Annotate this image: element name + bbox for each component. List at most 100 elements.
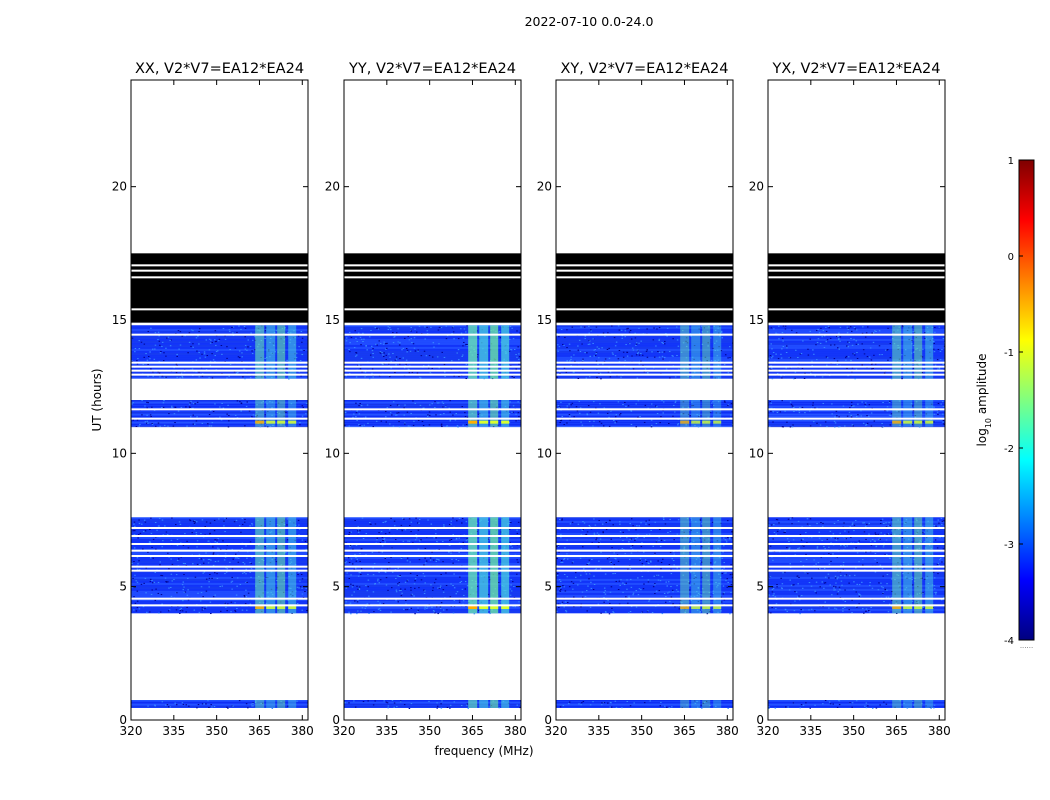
- gap-line: [131, 264, 308, 267]
- gap-line: [768, 333, 945, 336]
- y-tick-label: 15: [749, 313, 764, 327]
- gap-line: [131, 569, 308, 572]
- data-band: [556, 700, 733, 709]
- gap-line: [344, 555, 521, 557]
- colorbar-tick-label: -3: [1004, 540, 1014, 551]
- gap-line: [344, 565, 521, 568]
- data-band: [344, 400, 521, 428]
- gap-line: [131, 408, 308, 411]
- y-tick-label: 5: [119, 580, 127, 594]
- y-tick-label: 20: [112, 180, 127, 194]
- gap-line: [556, 373, 733, 376]
- gap-line: [768, 543, 945, 545]
- data-band: [768, 400, 945, 428]
- gap-line: [556, 597, 733, 600]
- gap-line: [344, 569, 521, 572]
- y-tick-label: 0: [119, 713, 127, 727]
- panel-1: XX, V2*V7=EA12*EA24 320 335 350 365 380 0 5 10 15…: [112, 61, 314, 738]
- x-tick-label: 335: [799, 724, 822, 738]
- y-tick-label: 10: [749, 446, 764, 460]
- data-band: [768, 700, 945, 709]
- x-tick-label: 350: [630, 724, 653, 738]
- gap-line: [556, 369, 733, 372]
- gap-line: [344, 269, 521, 272]
- gap-line: [768, 549, 945, 552]
- x-tick-label: 320: [545, 724, 568, 738]
- panel-title: YY, V2*V7=EA12*EA24: [348, 61, 516, 77]
- gap-line: [344, 527, 521, 529]
- panel-frame: [555, 79, 734, 721]
- x-tick-label: 365: [673, 724, 696, 738]
- y-tick-label: 0: [544, 713, 552, 727]
- x-tick-label: 320: [333, 724, 356, 738]
- gap-line: [556, 365, 733, 368]
- y-tick-label: 0: [332, 713, 340, 727]
- gap-line: [131, 269, 308, 272]
- x-tick-label: 335: [587, 724, 610, 738]
- gap-line: [344, 408, 521, 411]
- colorbar-tick-label: -2: [1004, 444, 1014, 455]
- colorbar-tick-label: 1: [1008, 156, 1014, 167]
- gap-line: [131, 365, 308, 368]
- x-tick-label: 380: [291, 724, 314, 738]
- x-tick-label: 365: [248, 724, 271, 738]
- colorbar-tick-label: -1: [1004, 348, 1014, 359]
- gap-line: [344, 543, 521, 545]
- colorbar-tick-label: -4: [1004, 636, 1014, 647]
- gap-line: [131, 361, 308, 364]
- y-tick-label: 15: [112, 313, 127, 327]
- data-band: [131, 700, 308, 709]
- gap-line: [556, 269, 733, 272]
- gap-line: [556, 264, 733, 267]
- gap-line: [556, 276, 733, 279]
- gap-line: [768, 597, 945, 600]
- data-band: [556, 400, 733, 428]
- x-tick-label: 380: [928, 724, 951, 738]
- y-tick-label: 0: [756, 713, 764, 727]
- gap-line: [768, 535, 945, 537]
- masked-band: [344, 253, 521, 323]
- gap-line: [344, 535, 521, 537]
- gap-line: [768, 361, 945, 364]
- gap-line: [556, 543, 733, 545]
- panel-frame: [767, 79, 946, 721]
- gap-line: [768, 369, 945, 372]
- gap-line: [344, 264, 521, 267]
- gap-line: [556, 527, 733, 529]
- panel-title: YX, V2*V7=EA12*EA24: [771, 61, 940, 77]
- y-tick-label: 10: [112, 446, 127, 460]
- gap-line: [131, 417, 308, 420]
- y-axis-label: UT (hours): [90, 368, 104, 431]
- x-tick-label: 320: [757, 724, 780, 738]
- gap-line: [768, 365, 945, 368]
- x-tick-label: 365: [461, 724, 484, 738]
- x-tick-label: 350: [205, 724, 228, 738]
- gap-line: [344, 373, 521, 376]
- gap-line: [344, 365, 521, 368]
- y-tick-label: 20: [537, 180, 552, 194]
- x-tick-label: 335: [375, 724, 398, 738]
- gap-line: [131, 276, 308, 279]
- gap-line: [131, 555, 308, 557]
- panel-2: YY, V2*V7=EA12*EA24 320 335 350 365 380 0 5 10 15…: [325, 61, 527, 738]
- gap-line: [344, 361, 521, 364]
- masked-band: [556, 253, 733, 323]
- gap-line: [768, 555, 945, 557]
- data-band: [768, 517, 945, 615]
- colorbar-label: log10 amplitude: [975, 354, 993, 447]
- x-tick-label: 350: [418, 724, 441, 738]
- gap-line: [556, 555, 733, 557]
- x-tick-label: 380: [504, 724, 527, 738]
- gap-line: [131, 369, 308, 372]
- gap-line: [344, 333, 521, 336]
- x-tick-label: 320: [120, 724, 143, 738]
- gap-line: [344, 417, 521, 420]
- gap-line: [131, 308, 308, 311]
- colorbar: 1 0 -1 -2 -3 -4 ...... log10 amplitude: [975, 156, 1035, 650]
- figure-title: 2022-07-10 0.0-24.0: [525, 14, 654, 29]
- gap-line: [344, 604, 521, 607]
- gap-line: [768, 604, 945, 607]
- gap-line: [556, 604, 733, 607]
- gap-line: [768, 269, 945, 272]
- y-tick-label: 5: [756, 580, 764, 594]
